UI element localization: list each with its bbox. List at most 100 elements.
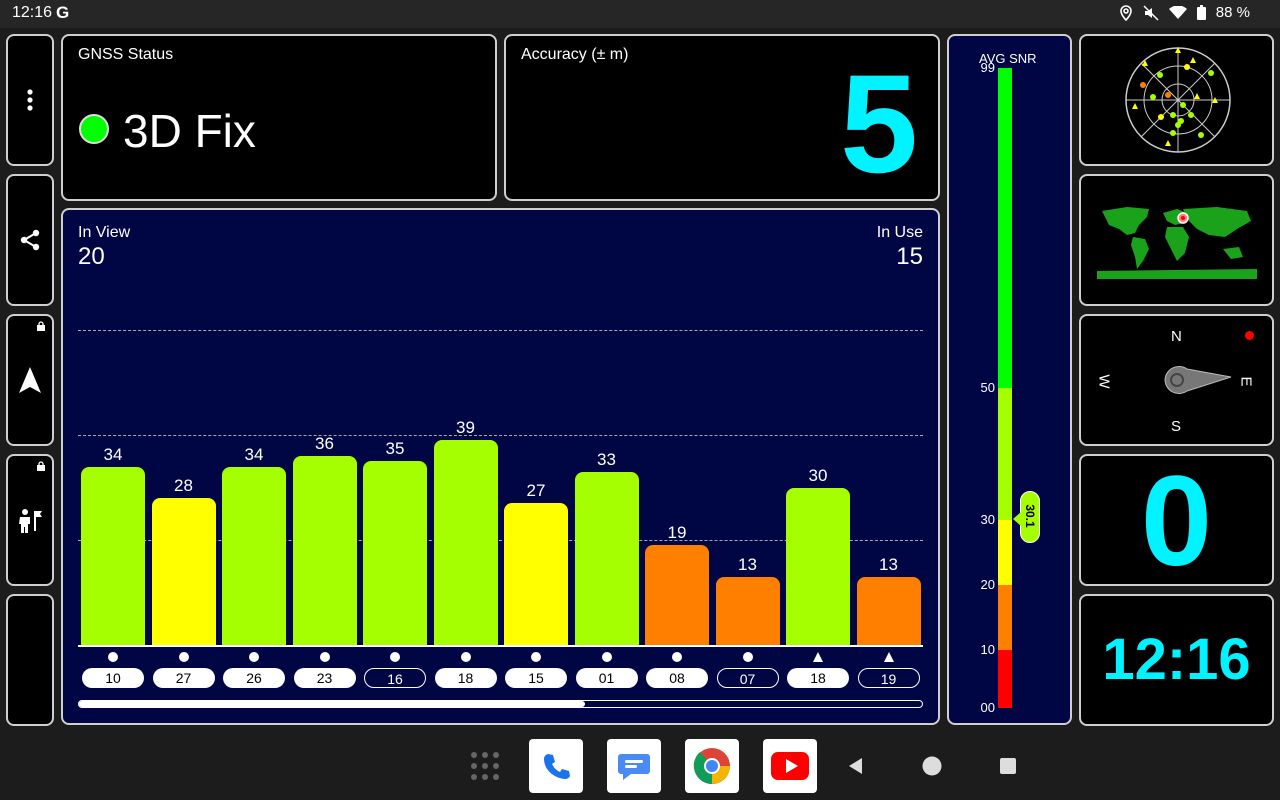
constellation-circle-icon xyxy=(531,652,541,662)
waypoint-button[interactable] xyxy=(6,454,54,586)
accuracy-panel[interactable]: Accuracy (± m) 5 xyxy=(504,34,940,201)
compass-west: W xyxy=(1095,374,1113,389)
snr-gauge-tick: 50 xyxy=(980,380,995,395)
avg-snr-value: 30.1 xyxy=(1023,504,1037,528)
satellite-prn-label: 18 xyxy=(787,668,849,688)
more-menu-button[interactable] xyxy=(6,34,54,166)
constellation-circle-icon xyxy=(672,652,682,662)
snr-gauge-segment xyxy=(998,68,1012,388)
snr-gauge-tick: 99 xyxy=(980,60,995,75)
phone-app-button[interactable] xyxy=(529,739,583,793)
constellation-circle-icon xyxy=(108,652,118,662)
night-mode-button[interactable] xyxy=(6,594,54,726)
satellite-count-panel[interactable]: 0 xyxy=(1079,454,1274,586)
messages-icon xyxy=(618,754,650,780)
messages-app-button[interactable] xyxy=(607,739,661,793)
snr-gauge-segment xyxy=(998,650,1012,708)
constellation-circle-icon xyxy=(178,652,189,662)
snr-bar[interactable] xyxy=(151,498,216,645)
satellite-prn-label: 18 xyxy=(434,668,497,688)
snr-bar[interactable] xyxy=(715,576,780,645)
constellation-circle-icon xyxy=(249,652,259,662)
satellite-prn-label: 23 xyxy=(293,668,356,688)
snr-bar[interactable] xyxy=(574,471,639,645)
world-map-panel[interactable] xyxy=(1079,174,1274,306)
mute-icon xyxy=(1143,4,1159,21)
snr-bar-value: 34 xyxy=(103,444,123,464)
lock-icon xyxy=(37,321,45,331)
lock-icon xyxy=(37,461,45,471)
compass-north: N xyxy=(1171,328,1182,345)
sky-plot xyxy=(1125,47,1231,153)
snr-gauge-tick: 10 xyxy=(980,642,995,657)
satellite-prn-label: 07 xyxy=(716,668,779,688)
chrome-icon xyxy=(693,748,730,785)
chart-scrollbar-thumb[interactable] xyxy=(79,701,585,707)
gnss-status-title: GNSS Status xyxy=(78,46,174,63)
snr-bar[interactable] xyxy=(222,466,286,645)
snr-bar-value: 19 xyxy=(667,523,687,543)
wifi-icon xyxy=(1168,5,1187,19)
constellation-circle-icon xyxy=(319,652,330,662)
satellite-count-value: 0 xyxy=(1140,450,1213,593)
avg-snr-pointer-tip xyxy=(1013,512,1021,527)
snr-bar[interactable] xyxy=(433,440,498,645)
youtube-icon xyxy=(771,752,809,780)
apps-grid-icon[interactable] xyxy=(469,750,501,782)
snr-bar-value: 30 xyxy=(808,465,828,485)
back-icon[interactable] xyxy=(846,756,866,776)
in-view-value: 20 xyxy=(78,243,105,270)
snr-bar[interactable] xyxy=(786,487,850,645)
satellite-prn-label: 15 xyxy=(505,668,567,688)
share-button[interactable] xyxy=(6,174,54,306)
battery-icon xyxy=(1196,5,1206,20)
navigation-button[interactable] xyxy=(6,314,54,446)
fix-indicator xyxy=(79,114,109,144)
status-bar: 12:16 G 88 % xyxy=(0,0,1280,28)
constellation-circle-icon xyxy=(601,652,612,662)
snr-gauge-segment xyxy=(998,520,1012,585)
snr-bar-value: 39 xyxy=(456,418,475,438)
status-time: 12:16 xyxy=(12,4,53,21)
sky-plot-panel[interactable] xyxy=(1079,34,1274,166)
location-icon xyxy=(1119,4,1132,21)
chart-scrollbar-track[interactable] xyxy=(78,700,923,708)
recents-icon[interactable] xyxy=(998,756,1018,776)
satellite-prn-label: 19 xyxy=(857,668,920,688)
compass-east: E xyxy=(1237,376,1255,387)
snr-bar[interactable] xyxy=(292,456,357,645)
snr-gauge-tick: 30 xyxy=(980,512,995,527)
snr-bar[interactable] xyxy=(856,576,921,645)
satellite-prn-label: 08 xyxy=(646,668,708,688)
snr-bar[interactable] xyxy=(645,545,709,645)
snr-gauge-segment xyxy=(998,388,1012,520)
snr-bar-value: 33 xyxy=(597,449,616,469)
world-map xyxy=(1097,203,1257,279)
snr-bar[interactable] xyxy=(363,461,427,645)
snr-bar-value: 28 xyxy=(174,476,193,495)
person-flag-icon xyxy=(19,509,42,533)
satellite-prn-label: 26 xyxy=(223,668,285,688)
gnss-status-panel[interactable]: GNSS Status 3D Fix xyxy=(61,34,497,201)
satellite-prn-label: 10 xyxy=(82,668,144,688)
snr-gauge-tick: 20 xyxy=(980,577,995,592)
clock-value: 12:16 xyxy=(1102,627,1251,692)
compass-panel[interactable]: N S E W xyxy=(1079,314,1274,446)
snr-bar[interactable] xyxy=(504,503,568,645)
snr-gauge-segment xyxy=(998,585,1012,650)
constellation-circle-icon xyxy=(390,652,400,662)
youtube-app-button[interactable] xyxy=(763,739,817,793)
chart-gridline xyxy=(78,435,923,436)
snr-bar-value: 27 xyxy=(526,481,546,501)
satellite-prn-label: 16 xyxy=(364,668,426,688)
accuracy-value: 5 xyxy=(840,45,918,202)
battery-percent: 88 % xyxy=(1215,4,1250,21)
recording-indicator xyxy=(1245,331,1254,340)
snr-bar[interactable] xyxy=(81,466,145,645)
constellation-circle-icon xyxy=(460,652,471,662)
home-icon[interactable] xyxy=(921,755,943,777)
clock-panel[interactable]: 12:16 xyxy=(1079,594,1274,726)
chart-gridline xyxy=(78,540,923,541)
chrome-app-button[interactable] xyxy=(685,739,739,793)
constellation-triangle-icon xyxy=(883,652,894,662)
